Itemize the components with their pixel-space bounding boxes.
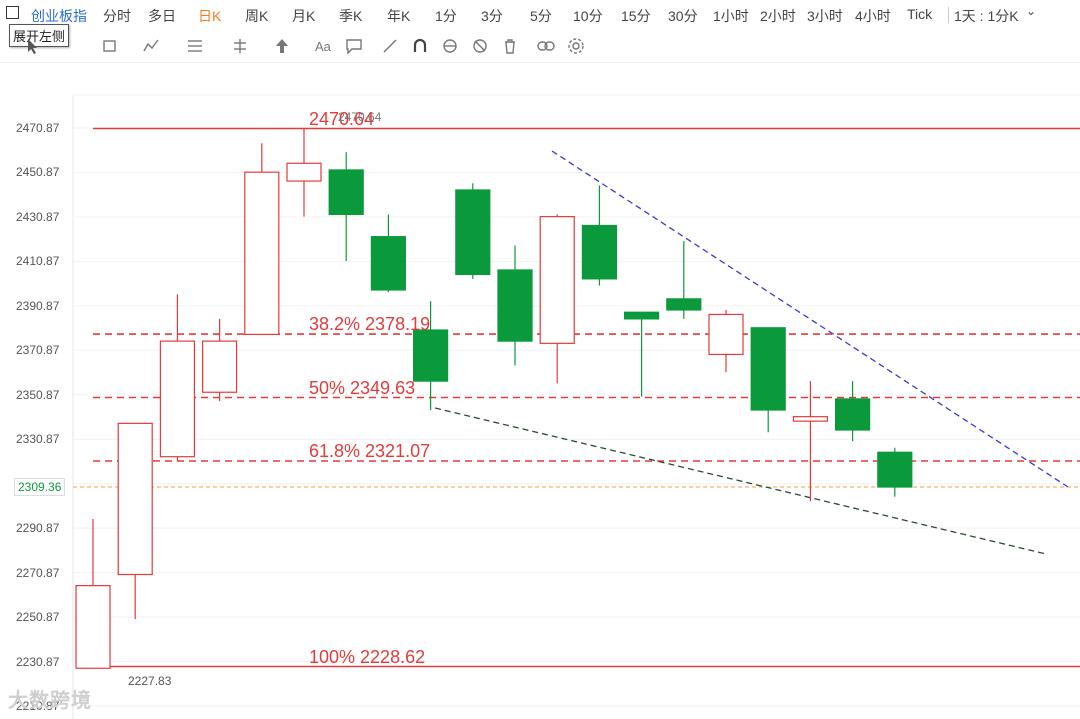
fibonacci-icon[interactable] bbox=[181, 34, 209, 58]
y-axis-label: 2350.87 bbox=[16, 387, 60, 402]
y-axis-label: 2470.87 bbox=[16, 121, 60, 135]
candle-body bbox=[370, 236, 406, 291]
divider bbox=[948, 7, 949, 23]
measure-icon[interactable] bbox=[226, 34, 254, 58]
candle-body bbox=[708, 313, 744, 356]
settings-icon[interactable] bbox=[562, 34, 590, 58]
tab-timeframe-11[interactable]: 15分 bbox=[621, 8, 651, 24]
candle-body bbox=[877, 451, 913, 488]
tab-timeframe-12[interactable]: 30分 bbox=[668, 8, 698, 24]
rectangle-icon[interactable] bbox=[96, 34, 124, 58]
candle-body bbox=[581, 224, 618, 280]
tab-timeframe-13[interactable]: 1小时 bbox=[713, 8, 749, 24]
trendline-upper bbox=[551, 150, 1069, 488]
candle-body bbox=[539, 216, 575, 344]
index-title[interactable]: 创业板指 bbox=[31, 8, 87, 24]
candle-body bbox=[834, 398, 871, 431]
trendline-lower bbox=[434, 407, 1047, 555]
tab-timeframe-15[interactable]: 3小时 bbox=[807, 8, 843, 24]
link-icon[interactable] bbox=[532, 34, 560, 58]
tab-timeframe-17[interactable]: Tick bbox=[907, 6, 933, 22]
candle-body bbox=[75, 585, 111, 669]
tab-timeframe-1[interactable]: 多日 bbox=[148, 8, 176, 24]
fib-level-label: 38.2% 2378.19 bbox=[309, 314, 431, 335]
candle-body bbox=[455, 189, 491, 276]
period-select[interactable]: 1天 : 1分K bbox=[954, 8, 1019, 24]
cursor-icon[interactable] bbox=[18, 34, 46, 58]
tab-timeframe-8[interactable]: 3分 bbox=[481, 8, 503, 24]
candle-body bbox=[159, 340, 195, 458]
tab-timeframe-0[interactable]: 分时 bbox=[103, 8, 131, 24]
candle-body bbox=[328, 169, 364, 216]
current-price-tag: 2309.36 bbox=[14, 478, 66, 497]
fib-level-label: 50% 2349.63 bbox=[309, 377, 416, 398]
candle-body bbox=[666, 298, 702, 311]
tab-timeframe-10[interactable]: 10分 bbox=[573, 8, 603, 24]
tab-timeframe-5[interactable]: 季K bbox=[339, 8, 363, 24]
high-label-faded: 2470.64 bbox=[338, 110, 382, 124]
ruler-icon[interactable] bbox=[376, 34, 404, 58]
candle-body bbox=[623, 311, 660, 320]
y-axis-label: 2250.87 bbox=[16, 610, 60, 625]
watermark-logo: 大数跨境 bbox=[8, 690, 92, 712]
tab-timeframe-16[interactable]: 4小时 bbox=[855, 8, 891, 24]
tooltip-expand-left: 展开左侧 bbox=[9, 24, 70, 47]
y-axis-label: 2410.87 bbox=[16, 254, 60, 269]
eye-icon[interactable] bbox=[436, 34, 464, 58]
y-axis-label: 2390.87 bbox=[16, 298, 60, 313]
candle-body bbox=[202, 340, 238, 393]
sidebar-toggle-icon[interactable] bbox=[6, 6, 19, 19]
fib-level-label: 2470.64 bbox=[309, 108, 375, 129]
low-label: 2227.83 bbox=[128, 674, 172, 688]
tab-timeframe-3[interactable]: 周K bbox=[245, 8, 269, 24]
y-axis-label: 2210.87 bbox=[16, 698, 60, 713]
y-axis-label: 2270.87 bbox=[16, 565, 60, 580]
polyline-icon[interactable] bbox=[137, 34, 165, 58]
candle-body bbox=[117, 422, 153, 576]
candle-body bbox=[750, 327, 786, 411]
svg-text:Aa: Aa bbox=[315, 39, 332, 54]
toolbar-divider bbox=[0, 62, 1080, 63]
tab-timeframe-4[interactable]: 月K bbox=[292, 8, 316, 24]
y-axis-label: 2430.87 bbox=[16, 209, 60, 224]
trash-icon[interactable] bbox=[496, 34, 524, 58]
fib-level-label: 100% 2228.62 bbox=[309, 646, 426, 667]
tab-timeframe-2[interactable]: 日K bbox=[198, 8, 222, 24]
comment-icon[interactable] bbox=[340, 34, 368, 58]
tab-timeframe-14[interactable]: 2小时 bbox=[760, 8, 796, 24]
candle-body bbox=[286, 162, 322, 182]
candle-body bbox=[413, 329, 449, 382]
y-axis-label: 2370.87 bbox=[16, 343, 60, 358]
y-axis-label: 2450.87 bbox=[16, 165, 60, 180]
candle-body bbox=[792, 416, 829, 422]
tab-timeframe-9[interactable]: 5分 bbox=[530, 8, 552, 24]
candle-body bbox=[244, 171, 280, 336]
arrow-up-icon[interactable] bbox=[268, 34, 296, 58]
y-axis-label: 2290.87 bbox=[16, 521, 60, 536]
text-icon[interactable]: Aa bbox=[309, 34, 337, 58]
tab-timeframe-6[interactable]: 年K bbox=[387, 8, 411, 24]
y-axis-label: 2330.87 bbox=[16, 432, 60, 447]
magnet-icon[interactable] bbox=[406, 34, 434, 58]
hide-icon[interactable] bbox=[466, 34, 494, 58]
chevron-down-icon[interactable]: ⌄ bbox=[1026, 4, 1037, 18]
header-bar: 创业板指 bbox=[0, 0, 1080, 30]
y-axis-label: 2230.87 bbox=[16, 654, 60, 669]
candle-body bbox=[497, 269, 533, 342]
tab-timeframe-7[interactable]: 1分 bbox=[435, 8, 457, 24]
fib-level-label: 61.8% 2321.07 bbox=[309, 440, 431, 461]
